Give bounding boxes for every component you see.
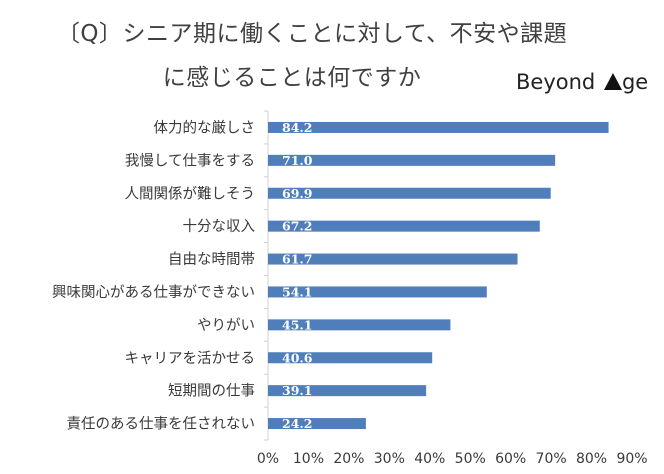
x-tick-label: 80%: [576, 451, 607, 467]
category-label: 短期間の仕事: [168, 383, 255, 400]
data-label: 71.0: [282, 153, 313, 168]
x-tick-label: 40%: [414, 451, 445, 467]
x-tick-label: 30%: [374, 451, 405, 467]
brand-logo: Beyond ge: [516, 70, 648, 94]
x-tick-label: 70%: [536, 451, 567, 467]
bar: [268, 253, 518, 265]
bar: [268, 418, 366, 430]
bar: [268, 385, 427, 397]
data-label: 45.1: [282, 317, 312, 332]
category-label: 興味関心がある仕事ができない: [52, 284, 255, 301]
bar: [268, 286, 487, 298]
category-label: やりがい: [197, 317, 255, 334]
category-label: 自由な時間帯: [168, 251, 255, 268]
data-label: 67.2: [282, 219, 312, 234]
data-label: 61.7: [282, 252, 312, 267]
triangle-a-icon: [603, 73, 622, 90]
data-label: 54.1: [282, 284, 312, 299]
logo-text: Beyond: [516, 70, 596, 94]
x-tick-label: 60%: [495, 451, 526, 467]
x-tick-label: 10%: [293, 451, 324, 467]
x-tick-label: 50%: [455, 451, 486, 467]
bar: [268, 154, 556, 166]
category-label: 体力的な厳しさ: [154, 119, 256, 136]
chart-title-line-1: 〔Q〕シニア期に働くことに対して、不安や課題: [56, 21, 568, 47]
x-tick-label: 20%: [333, 451, 364, 467]
bar: [268, 352, 433, 364]
bar: [268, 220, 540, 232]
bar: [268, 187, 551, 199]
category-label: 我慢して仕事をする: [125, 152, 255, 169]
logo-text-suffix: ge: [621, 70, 649, 94]
category-label: キャリアを活かせる: [125, 350, 256, 367]
category-label: 責任のある仕事を任されない: [67, 416, 256, 433]
bar: [268, 319, 451, 331]
data-label: 69.9: [282, 186, 312, 201]
chart-title-line-2: に感じることは何ですか: [162, 65, 422, 91]
bar: [268, 121, 609, 133]
data-label: 40.6: [282, 350, 313, 365]
category-label: 十分な収入: [183, 218, 256, 235]
x-tick-label: 0%: [257, 451, 279, 467]
data-label: 24.2: [282, 416, 312, 431]
data-label: 39.1: [282, 383, 312, 398]
category-label: 人間関係が難しそう: [125, 185, 256, 202]
data-label: 84.2: [282, 120, 312, 135]
x-tick-label: 90%: [616, 451, 647, 467]
